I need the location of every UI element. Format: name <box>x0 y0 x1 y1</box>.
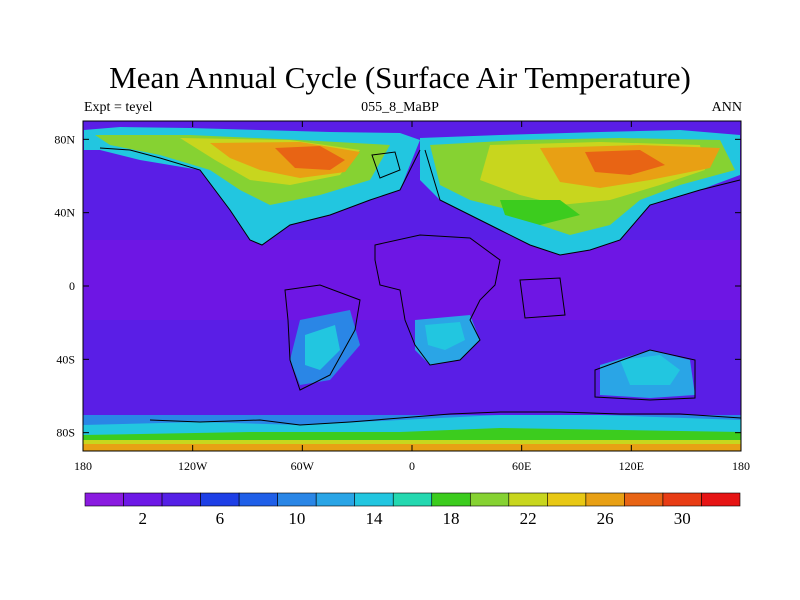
north-america-outline <box>99 147 421 246</box>
colorbar-swatch <box>354 492 394 507</box>
lon-tick-label: 120E <box>619 459 644 473</box>
south-america-field <box>290 310 360 385</box>
plot-title: Mean Annual Cycle (Surface Air Temperatu… <box>109 60 691 95</box>
colorbar-swatch <box>315 492 356 507</box>
tropical-band <box>83 240 741 320</box>
lon-tick-label: 120W <box>178 459 208 473</box>
eurasia-field <box>420 130 740 255</box>
colorbar-swatch <box>508 492 548 507</box>
colorbar-swatch <box>469 492 510 507</box>
eurasia-outline <box>424 149 741 256</box>
colorbar-swatch <box>84 492 124 507</box>
lon-tick-label: 60W <box>291 459 315 473</box>
lat-tick-label: 80N <box>54 132 75 146</box>
colorbar-label: 6 <box>216 509 225 528</box>
africa-field <box>415 315 480 365</box>
colorbar-swatch <box>161 492 201 507</box>
colorbar-swatch <box>701 492 741 507</box>
colorbar-swatch <box>662 492 702 507</box>
colorbar-label: 26 <box>597 509 614 528</box>
south-america-outline <box>284 284 361 391</box>
colorbar-label: 30 <box>674 509 691 528</box>
australia-field <box>600 350 695 398</box>
colorbar-label: 22 <box>520 509 537 528</box>
colorbar: 2 6 10 14 18 22 26 30 <box>84 492 741 528</box>
simulation-label: 055_8_MaBP <box>361 100 439 115</box>
colorbar-label: 10 <box>288 509 305 528</box>
lat-tick-label: 80S <box>56 426 75 440</box>
lat-tick-label: 0 <box>69 279 75 293</box>
antarctica-outline <box>149 411 742 426</box>
colorbar-swatch <box>392 492 433 507</box>
season-label: ANN <box>711 100 742 115</box>
colorbar-label: 14 <box>365 509 383 528</box>
colorbar-swatch <box>585 492 625 507</box>
coastlines <box>99 147 742 426</box>
lon-tick-label: 180 <box>732 459 750 473</box>
north-america-field <box>84 127 420 245</box>
colorbar-swatch <box>277 492 317 507</box>
colorbar-swatch <box>547 492 587 507</box>
africa-outline <box>374 234 501 366</box>
colorbar-label: 2 <box>139 509 148 528</box>
colorbar-swatch <box>431 492 471 507</box>
experiment-label: Expt = teyel <box>84 100 153 115</box>
lat-tick-label: 40S <box>56 352 75 366</box>
southeast-asia-outline <box>519 277 566 319</box>
greenland-outline <box>371 151 401 179</box>
longitude-axis: 180 120W 60W 0 60E 120E 180 <box>74 121 750 473</box>
lon-tick-label: 60E <box>512 459 531 473</box>
colorbar-label: 18 <box>443 509 460 528</box>
lon-tick-label: 180 <box>74 459 92 473</box>
colorbar-swatch <box>123 492 163 507</box>
colorbar-swatch <box>624 492 664 507</box>
lon-tick-label: 0 <box>409 459 415 473</box>
australia-outline <box>594 349 696 401</box>
lat-tick-label: 40N <box>54 206 75 220</box>
temperature-field <box>83 121 741 451</box>
colorbar-swatch <box>200 492 240 507</box>
colorbar-swatch <box>238 492 278 507</box>
latitude-axis: 80N 40N 0 40S 80S <box>54 132 741 440</box>
